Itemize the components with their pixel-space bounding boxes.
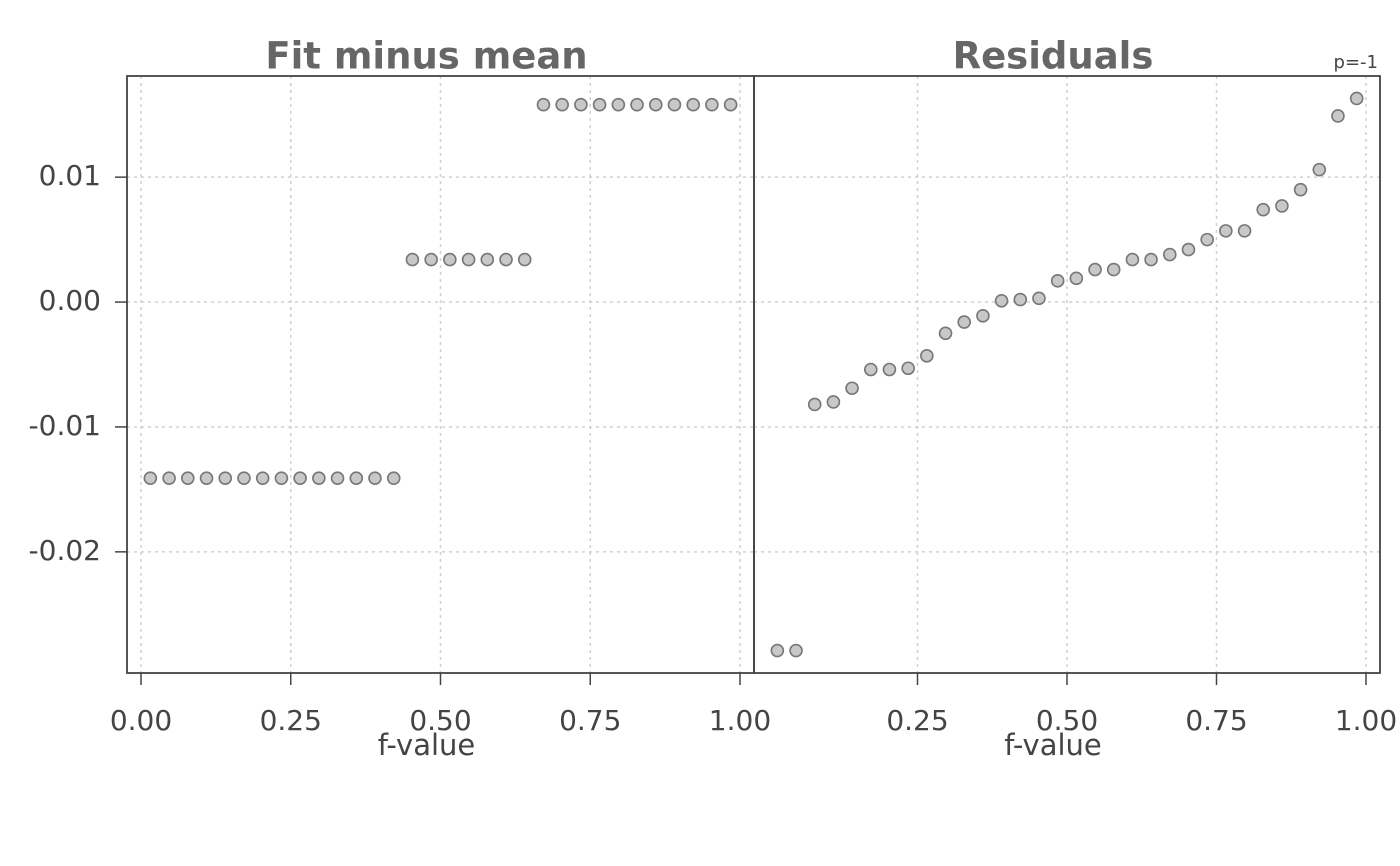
point [237, 471, 251, 485]
point [920, 348, 934, 363]
point [536, 97, 551, 112]
point [723, 97, 738, 112]
point [1162, 247, 1177, 262]
point [1144, 252, 1158, 267]
point [312, 471, 326, 485]
point [770, 643, 785, 658]
point [574, 97, 588, 112]
point [592, 97, 607, 112]
x-axis-label: f-value [378, 728, 476, 762]
point [330, 471, 345, 485]
point [611, 97, 626, 112]
point [480, 252, 495, 267]
point [274, 471, 289, 485]
point [1200, 232, 1214, 247]
point [957, 315, 972, 329]
point [1013, 292, 1028, 307]
point [1237, 224, 1252, 238]
point [1050, 274, 1065, 288]
point [199, 471, 214, 485]
point [293, 471, 307, 485]
x-tick-label: 0.25 [886, 704, 948, 737]
panel-title: Fit minus mean [265, 35, 587, 78]
point [1275, 199, 1289, 213]
x-tick-label: 0.00 [110, 704, 172, 737]
point [807, 397, 822, 412]
panel-frame [126, 75, 755, 674]
point [1293, 182, 1308, 197]
point [1256, 202, 1271, 217]
x-tick-label: 0.50 [409, 704, 471, 737]
point [648, 97, 663, 112]
point [517, 252, 532, 267]
y-tick-label: -0.01 [29, 409, 101, 442]
point [789, 643, 803, 658]
x-tick-label: 1.00 [709, 704, 771, 737]
point [1106, 262, 1121, 277]
point [255, 471, 270, 485]
point [994, 294, 1009, 308]
y-tick-label: 0.00 [39, 284, 101, 317]
panel-frame [753, 75, 1381, 674]
point [901, 361, 915, 376]
panel-title: Residuals [953, 35, 1154, 78]
point [555, 97, 569, 112]
y-tick-label: -0.02 [29, 534, 101, 567]
x-tick-label: 0.75 [559, 704, 621, 737]
point [180, 471, 195, 485]
point [1349, 91, 1364, 106]
x-tick-label: 0.25 [260, 704, 322, 737]
point [882, 362, 897, 377]
x-tick-label: 0.50 [1036, 704, 1098, 737]
point [686, 97, 701, 112]
point [443, 252, 457, 267]
y-tick-label: 0.01 [39, 159, 101, 192]
x-tick-label: 1.00 [1335, 704, 1397, 737]
point [667, 97, 682, 112]
point [1331, 109, 1345, 123]
point [499, 252, 513, 267]
point [1125, 252, 1140, 267]
point [349, 471, 364, 485]
point [845, 381, 859, 396]
point [1312, 162, 1327, 177]
point [1088, 262, 1102, 277]
x-tick-label: 0.75 [1185, 704, 1247, 737]
point [938, 326, 953, 341]
point [1032, 291, 1046, 306]
annotation: p=-1 [1334, 52, 1378, 73]
point [162, 471, 176, 485]
point [461, 252, 476, 267]
point [143, 471, 158, 485]
point [863, 362, 878, 377]
point [218, 471, 233, 485]
x-axis-label: f-value [1004, 728, 1102, 762]
point [405, 252, 420, 267]
point [976, 308, 990, 323]
point [386, 471, 401, 485]
point [424, 252, 438, 267]
point [1219, 224, 1233, 238]
point [826, 395, 841, 409]
point [368, 471, 382, 485]
point [1181, 242, 1196, 257]
point [630, 97, 644, 112]
point [1069, 271, 1084, 286]
point [705, 97, 719, 112]
